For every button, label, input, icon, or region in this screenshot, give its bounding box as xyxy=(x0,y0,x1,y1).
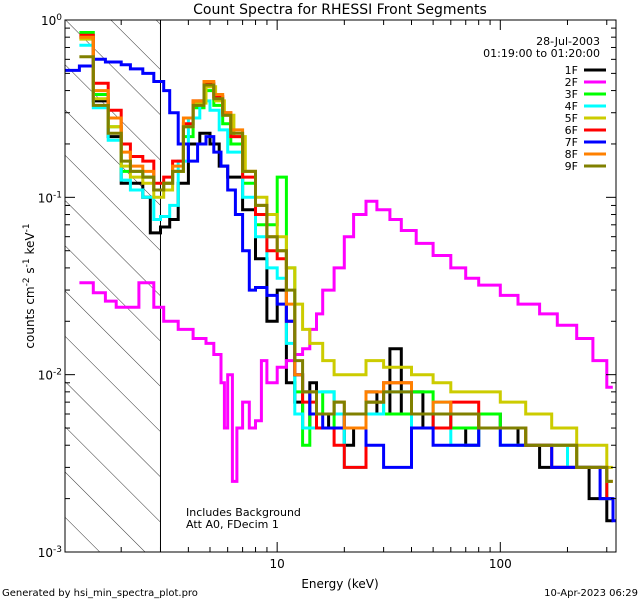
legend-label: 9F xyxy=(565,160,578,173)
legend-label: 2F xyxy=(565,76,578,89)
plot-frame xyxy=(64,19,617,553)
chart-title: Count Spectra for RHESSI Front Segments xyxy=(193,2,487,18)
x-axis-label: Energy (keV) xyxy=(301,577,378,591)
legend-label: 6F xyxy=(565,124,578,137)
legend-label: 5F xyxy=(565,112,578,125)
x-tick-label: 100 xyxy=(489,557,512,571)
legend-label: 8F xyxy=(565,148,578,161)
footer-timestamp: 10-Apr-2023 06:29 xyxy=(544,588,638,599)
series-line-9F xyxy=(79,55,613,483)
date-label: 28-Jul-2003 xyxy=(536,35,600,48)
legend-label: 7F xyxy=(565,136,578,149)
y-tick-label: 10-1 xyxy=(38,190,62,205)
footer-generated-by: Generated by hsi_min_spectra_plot.pro xyxy=(2,588,198,599)
series-line-5F xyxy=(79,37,613,469)
annotation-background: Includes Background xyxy=(186,506,301,519)
shaded-region xyxy=(65,20,161,552)
annotation-attenuator: Att A0, FDecim 1 xyxy=(186,518,279,531)
x-tick-label: 10 xyxy=(270,557,285,571)
tick-layer: 10 100 100 10-1 10-2 10-3 xyxy=(38,13,616,571)
series-line-7F xyxy=(65,57,616,523)
time-range-label: 01:19:00 to 01:20:00 xyxy=(483,47,600,60)
y-tick-label: 10-3 xyxy=(38,545,62,560)
y-tick-label: 100 xyxy=(41,13,62,28)
legend-label: 4F xyxy=(565,100,578,113)
series-layer xyxy=(65,31,616,523)
legend-label: 1F xyxy=(565,64,578,77)
y-axis-label: counts cm-2 s-1 keV-1 xyxy=(22,223,37,348)
y-tick-label: 10-2 xyxy=(38,368,62,383)
legend-label: 3F xyxy=(565,88,578,101)
